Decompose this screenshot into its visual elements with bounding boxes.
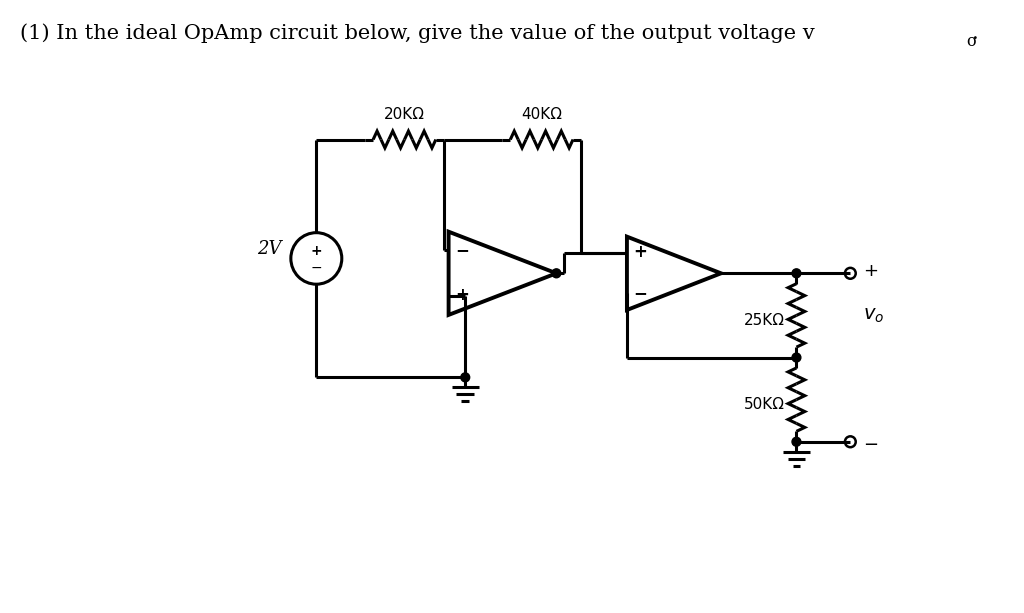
Text: +: + <box>456 286 469 304</box>
Text: 2V: 2V <box>257 240 282 257</box>
Text: 40KΩ: 40KΩ <box>521 107 562 122</box>
Text: +: + <box>863 262 878 280</box>
Text: −: − <box>456 242 469 259</box>
Text: $v_o$: $v_o$ <box>863 306 885 325</box>
Text: 25KΩ: 25KΩ <box>743 313 784 328</box>
Text: .: . <box>972 23 979 42</box>
Text: +: + <box>633 243 647 261</box>
Text: −: − <box>310 261 323 275</box>
Text: −: − <box>863 436 879 454</box>
Text: 50KΩ: 50KΩ <box>743 397 784 412</box>
Text: 20KΩ: 20KΩ <box>384 107 425 122</box>
Text: o: o <box>966 34 976 50</box>
Text: +: + <box>310 243 323 257</box>
Circle shape <box>461 373 470 382</box>
Text: (1) In the ideal OpAmp circuit below, give the value of the output voltage v: (1) In the ideal OpAmp circuit below, gi… <box>20 23 815 44</box>
Circle shape <box>792 437 801 446</box>
Text: −: − <box>633 284 647 302</box>
Circle shape <box>552 269 561 278</box>
Circle shape <box>792 353 801 362</box>
Circle shape <box>792 269 801 278</box>
